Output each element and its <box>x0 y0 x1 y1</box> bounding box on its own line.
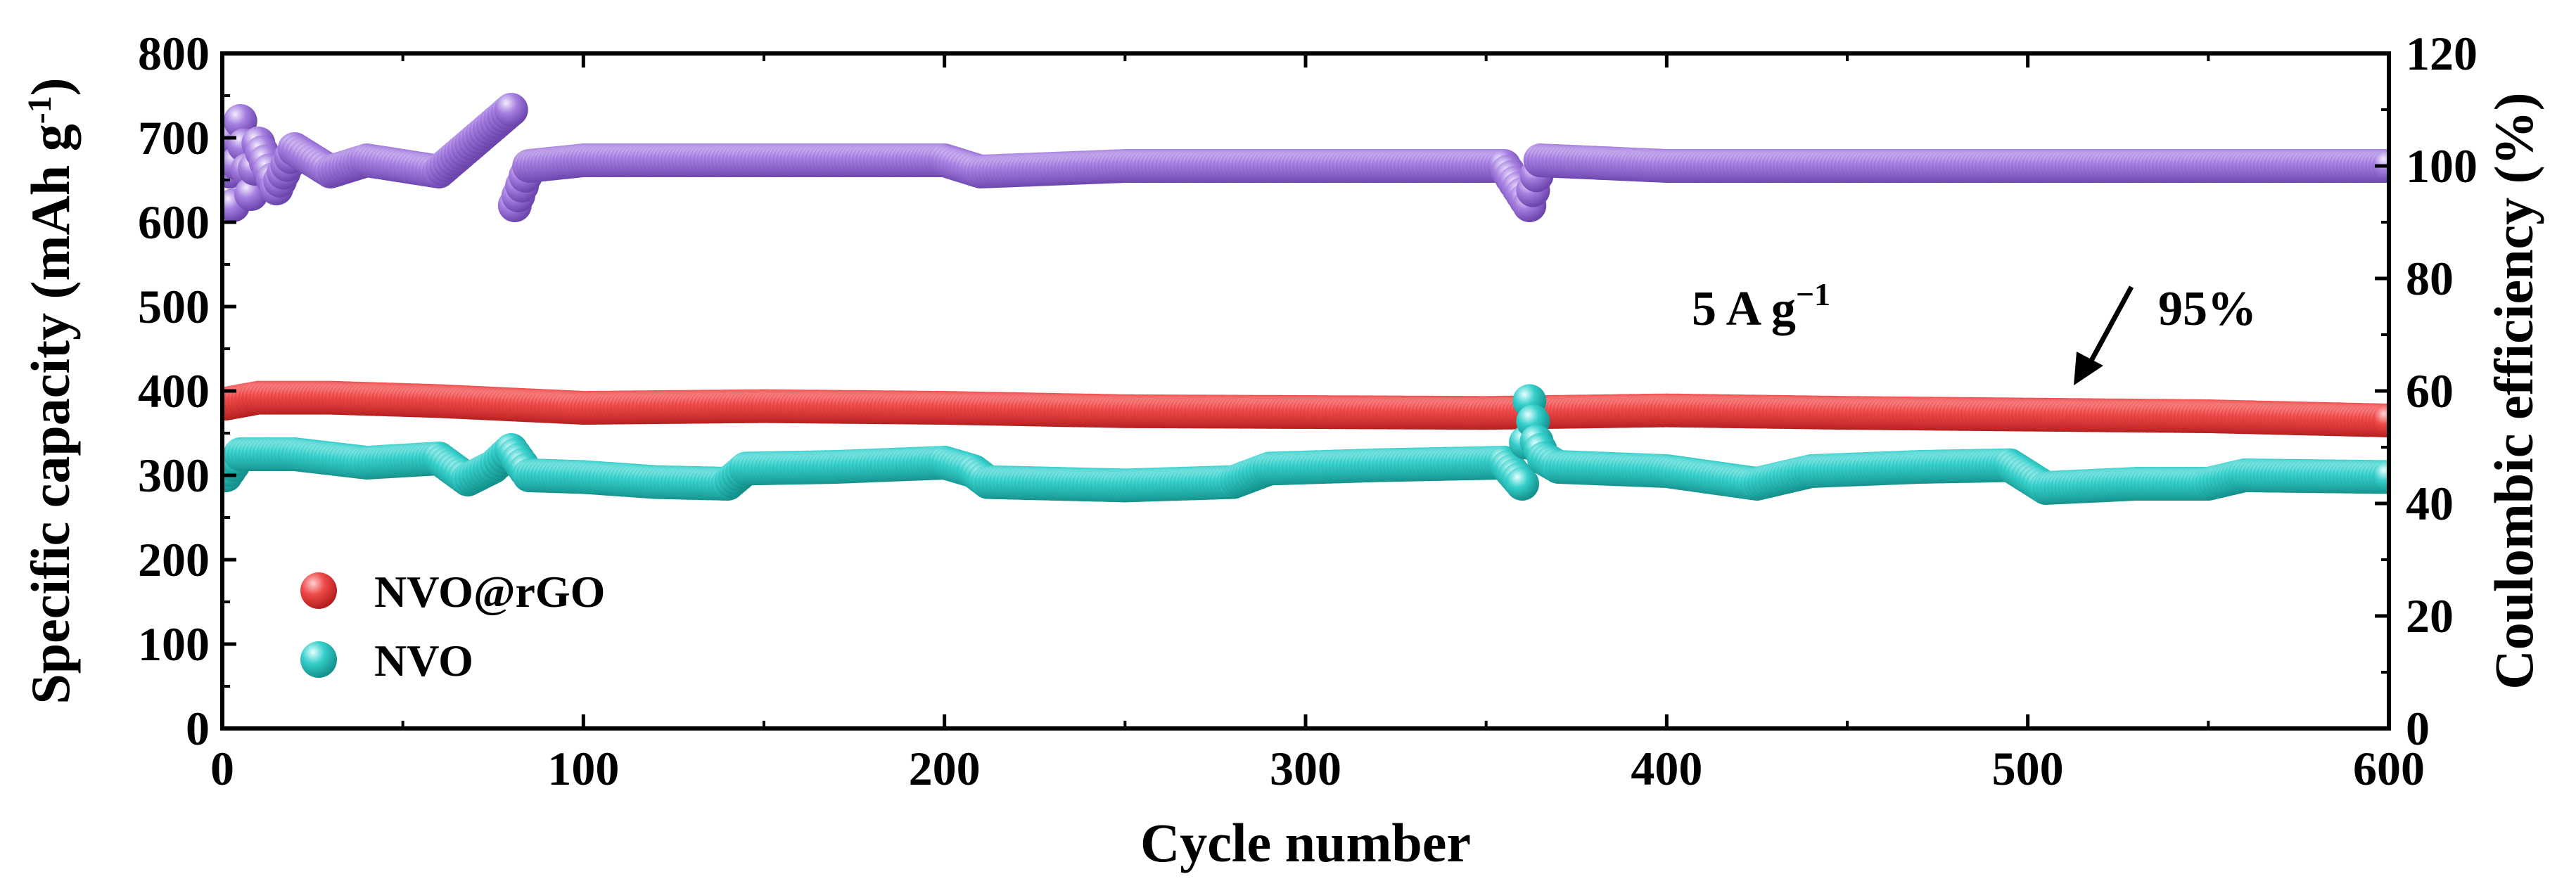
x-tick-label: 0 <box>210 742 234 795</box>
y2-tick-label: 80 <box>2406 252 2454 305</box>
y2-tick-label: 40 <box>2406 477 2454 530</box>
series-ce <box>222 93 2389 222</box>
current-density-label: 5 A g−1 <box>1692 276 1830 336</box>
series-nvo-rgo <box>222 380 2389 437</box>
y-tick-label: 800 <box>138 27 210 80</box>
legend-marker-nvo-rgo <box>300 572 337 609</box>
current-density-main: 5 A g <box>1692 282 1796 336</box>
y-axis-title-close: ) <box>20 77 81 96</box>
x-tick-label: 600 <box>2353 742 2425 795</box>
nvo-point <box>1505 467 1539 501</box>
y2-tick-label: 100 <box>2406 139 2478 193</box>
y-tick-label: 0 <box>186 702 210 755</box>
current-density-sup: −1 <box>1796 276 1830 312</box>
legend-label-nvo-rgo: NVO@rGO <box>374 567 605 617</box>
nvo-point <box>2372 460 2389 494</box>
ticks-layer: 0 100 200 300 400 500 600010020030040050060070… <box>138 27 2478 795</box>
x-tick-label: 200 <box>909 742 981 795</box>
series-layer <box>222 93 2389 505</box>
y-tick-label: 400 <box>138 364 210 418</box>
legend-marker-nvo <box>300 641 337 678</box>
y-tick-label: 700 <box>138 111 210 165</box>
retention-arrow-shaft <box>2085 285 2134 368</box>
x-tick-label: 400 <box>1631 742 1702 795</box>
legend-label-nvo: NVO <box>374 636 473 686</box>
y-tick-label: 300 <box>138 449 210 502</box>
y2-tick-label: 60 <box>2406 364 2454 418</box>
y-axis-title: Specific capacity (mAh g-1) <box>20 77 81 704</box>
retention-label: 95% <box>2158 282 2257 336</box>
y-tick-label: 100 <box>138 617 210 671</box>
y2-axis-title: Coulombic efficiency (%) <box>2483 92 2544 689</box>
y2-tick-label: 120 <box>2406 27 2478 80</box>
y-tick-label: 600 <box>138 195 210 249</box>
x-tick-label: 300 <box>1270 742 1341 795</box>
y-axis-title-main: Specific capacity (mAh g <box>20 124 81 704</box>
x-tick-label: 100 <box>547 742 619 795</box>
y-axis-title-sup: -1 <box>21 96 58 124</box>
x-axis-title: Cycle number <box>1140 812 1471 873</box>
series-nvo <box>222 384 2389 505</box>
retention-arrow-head <box>2074 352 2103 385</box>
legend: NVO@rGO NVO <box>300 567 605 686</box>
y2-tick-label: 20 <box>2406 589 2454 643</box>
x-tick-label: 500 <box>1992 742 2064 795</box>
ce-point <box>494 93 528 127</box>
y-tick-label: 500 <box>138 280 210 333</box>
y-tick-label: 200 <box>138 533 210 586</box>
nvo-rgo-point <box>2372 404 2389 437</box>
y2-tick-label: 0 <box>2406 702 2430 755</box>
